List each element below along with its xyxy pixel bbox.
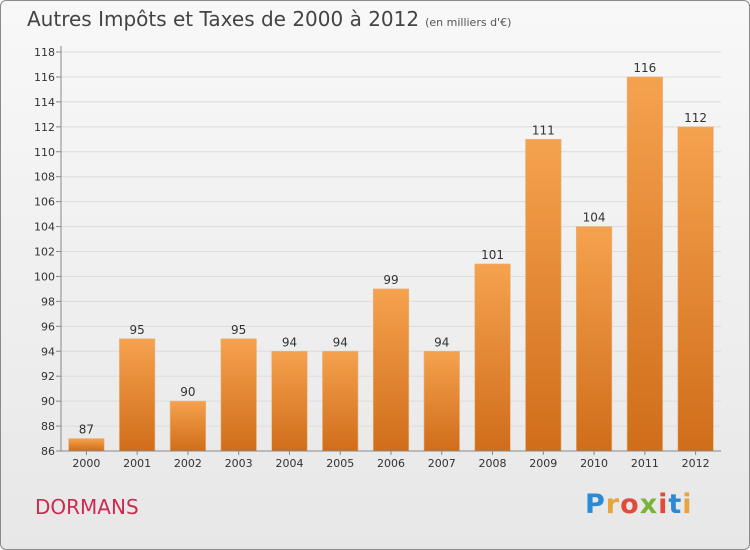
bar-2005 [322, 350, 359, 452]
logo-letter: t [668, 489, 683, 520]
x-tick-label: 2007 [428, 457, 456, 470]
bar-2003 [220, 338, 257, 452]
x-tick-label: 2012 [682, 457, 710, 470]
bar-2012 [677, 126, 714, 452]
bar-2000 [68, 438, 105, 452]
bar-value-label: 104 [583, 211, 606, 225]
x-tick-label: 2003 [225, 457, 253, 470]
proxiti-logo: Proxiti [585, 489, 693, 520]
y-tick-label: 114 [34, 96, 55, 109]
bar-value-label: 116 [633, 61, 656, 75]
chart-title: Autres Impôts et Taxes de 2000 à 2012 (en… [27, 7, 511, 31]
bar-2004 [271, 350, 308, 452]
x-tick-label: 2010 [580, 457, 608, 470]
chart-title-unit: (en milliers d'€) [425, 16, 512, 29]
y-tick-label: 118 [34, 46, 55, 59]
x-tick-label: 2002 [174, 457, 202, 470]
x-tick-label: 2004 [275, 457, 303, 470]
logo-letter: x [639, 489, 659, 520]
y-tick-label: 106 [34, 196, 55, 209]
bar-value-label: 94 [333, 335, 348, 349]
x-tick-label: 2000 [72, 457, 100, 470]
chart-title-main: Autres Impôts et Taxes de 2000 à 2012 [27, 7, 420, 31]
bar-2007 [423, 350, 460, 452]
y-tick-label: 110 [34, 146, 55, 159]
bar-value-label: 95 [130, 323, 145, 337]
logo-letter: i [658, 489, 669, 520]
x-tick-label: 2006 [377, 457, 405, 470]
logo-letter: r [605, 489, 621, 520]
x-tick-label: 2005 [326, 457, 354, 470]
x-tick-label: 2008 [479, 457, 507, 470]
y-tick-label: 92 [41, 370, 55, 383]
bar-2010 [576, 226, 613, 452]
y-tick-label: 112 [34, 121, 55, 134]
bar-2002 [169, 400, 206, 452]
bar-2001 [119, 338, 156, 452]
bar-2008 [474, 263, 511, 452]
logo-letter: o [620, 489, 640, 520]
y-tick-label: 96 [41, 320, 55, 333]
y-tick-label: 100 [34, 270, 55, 283]
logo-letter: P [585, 489, 606, 520]
bar-value-label: 111 [532, 123, 555, 137]
bar-2011 [626, 76, 663, 452]
bar-value-label: 101 [481, 248, 504, 262]
bar-value-label: 94 [434, 335, 449, 349]
bars: 87 95 90 95 94 94 99 94 101 111 104 116 112 [68, 61, 714, 452]
bar-value-label: 95 [231, 323, 246, 337]
bar-value-label: 87 [79, 423, 94, 437]
bar-value-label: 112 [684, 111, 707, 125]
x-tick-label: 2001 [123, 457, 151, 470]
y-tick-label: 108 [34, 171, 55, 184]
y-tick-label: 98 [41, 295, 55, 308]
x-tick-label: 2011 [631, 457, 659, 470]
bar-value-label: 99 [383, 273, 398, 287]
bar-2009 [525, 138, 562, 452]
y-tick-label: 116 [34, 71, 55, 84]
bar-2006 [372, 288, 410, 452]
y-tick-label: 86 [41, 445, 55, 458]
logo-letter: i [682, 489, 693, 520]
axes: 86 88 90 92 94 96 98 100 102 104 106 108 110 112 114 11… [34, 46, 721, 470]
x-tick-label: 2009 [529, 457, 557, 470]
place-name: DORMANS [35, 495, 139, 519]
y-tick-label: 88 [41, 420, 55, 433]
y-tick-label: 90 [41, 395, 55, 408]
bar-value-label: 90 [180, 385, 195, 399]
y-tick-label: 104 [34, 221, 55, 234]
y-tick-label: 102 [34, 246, 55, 259]
bar-value-label: 94 [282, 335, 297, 349]
y-tick-label: 94 [41, 345, 55, 358]
